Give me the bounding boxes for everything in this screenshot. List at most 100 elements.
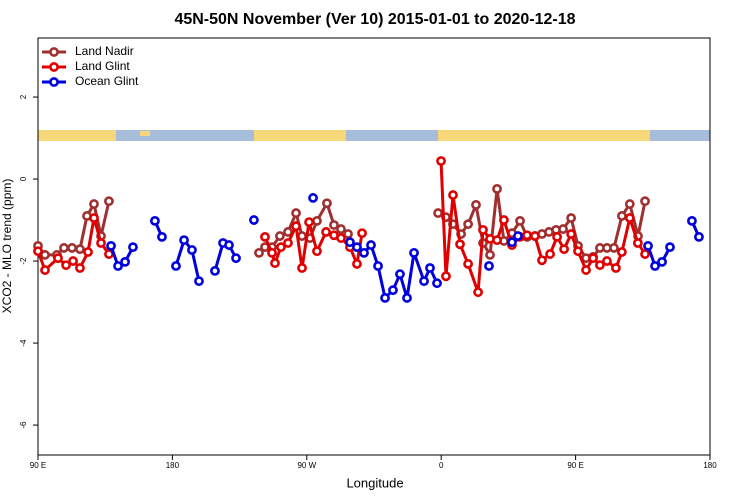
data-point [432, 278, 442, 289]
data-point [270, 258, 280, 269]
data-point [297, 231, 307, 241]
data-point [40, 250, 50, 260]
data-point [499, 215, 509, 225]
data-point [566, 229, 577, 239]
data-point [312, 215, 322, 226]
land-band [140, 131, 150, 136]
x-tick-label: 0 [439, 461, 444, 470]
data-point [640, 196, 650, 207]
data-point [67, 243, 77, 253]
data-point [89, 213, 99, 223]
y-tick-label: -2 [19, 257, 28, 265]
land-band [254, 130, 346, 141]
data-point [194, 276, 204, 287]
data-point [352, 259, 362, 269]
data-point [380, 293, 390, 303]
data-point [492, 183, 502, 194]
data-point [694, 231, 704, 242]
data-point [559, 244, 570, 255]
data-point [624, 213, 635, 223]
data-point [513, 231, 523, 241]
data-point [150, 215, 160, 226]
data-point [463, 259, 473, 269]
y-axis-label: XCO2 - MLO trend (ppm) [0, 179, 14, 314]
data-point [436, 156, 446, 166]
data-point [359, 247, 369, 258]
data-point [304, 217, 314, 228]
data-point [552, 231, 562, 242]
legend-marker [49, 62, 59, 72]
data-point [588, 253, 598, 264]
data-point [373, 261, 383, 271]
data-point [665, 242, 675, 253]
data-point [345, 237, 355, 248]
data-point [157, 231, 167, 242]
legend-label: Land Nadir [75, 44, 134, 58]
data-point [321, 227, 331, 237]
data-point [388, 285, 398, 296]
data-point [471, 199, 481, 210]
data-point [120, 256, 130, 267]
data-point [473, 287, 483, 298]
data-point [409, 247, 419, 258]
data-point [515, 215, 525, 226]
y-tick-label: 0 [19, 176, 28, 181]
data-point [573, 246, 583, 257]
data-point [336, 224, 346, 234]
data-point [291, 208, 301, 218]
x-tick-label: 90 E [30, 461, 46, 470]
data-point [616, 211, 627, 221]
y-tick-label: 2 [19, 94, 28, 99]
x-tick-label: 90 W [297, 461, 316, 470]
data-point [657, 256, 667, 267]
y-tick-label: -4 [19, 339, 28, 347]
legend-marker [49, 77, 59, 87]
data-point [106, 240, 116, 251]
data-point [283, 227, 293, 237]
data-point [632, 238, 643, 248]
data-point [68, 256, 78, 266]
data-point [254, 247, 264, 258]
series [33, 156, 650, 298]
data-point [231, 253, 241, 264]
data-point [291, 221, 301, 232]
data-point [61, 260, 71, 271]
data-point [171, 261, 181, 271]
data-point [366, 240, 376, 250]
data-point [53, 253, 63, 264]
data-point [478, 224, 488, 235]
data-point [463, 219, 473, 230]
x-tick-label: 180 [166, 461, 180, 470]
data-point [643, 240, 653, 251]
data-point [650, 261, 660, 271]
data-point [484, 261, 494, 271]
data-point [602, 256, 612, 266]
ocean-band [38, 130, 710, 141]
data-point [419, 276, 429, 287]
y-tick-label: -6 [19, 421, 28, 429]
map-strip [38, 130, 710, 141]
data-point [179, 235, 189, 246]
series [106, 193, 704, 303]
data-point [530, 231, 540, 241]
data-point [616, 247, 627, 257]
data-point [545, 249, 555, 259]
data-point [558, 224, 568, 234]
x-tick-label: 180 [703, 461, 717, 470]
data-point [441, 271, 451, 282]
data-point [104, 196, 114, 207]
data-point [329, 220, 339, 230]
data-point [40, 265, 50, 275]
data-point [492, 235, 502, 246]
data-point [640, 249, 650, 259]
data-point [624, 199, 635, 209]
data-point [249, 215, 259, 225]
x-axis-label: Longitude [346, 475, 403, 490]
data-point [33, 246, 43, 257]
data-point [59, 243, 69, 253]
data-point [224, 240, 234, 250]
data-point [89, 199, 99, 209]
legend-label: Land Glint [75, 59, 130, 73]
data-point [595, 260, 605, 271]
